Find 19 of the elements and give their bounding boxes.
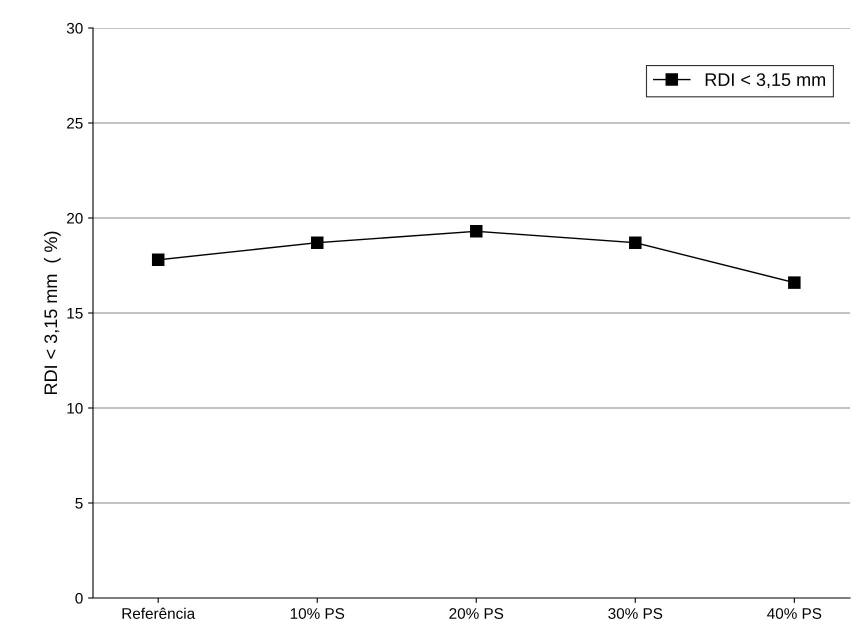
x-tick-label: 10% PS [290, 608, 344, 619]
y-tick-label: 15 [67, 308, 83, 319]
y-axis-title: RDI < 3,15 mm ( %) [44, 232, 61, 394]
y-tick-label: 10 [67, 402, 83, 414]
x-tick-label: 40% PS [767, 608, 822, 619]
y-tick-label: 30 [66, 22, 83, 34]
point [152, 254, 164, 266]
point [629, 236, 642, 249]
y-tick-label: 20 [67, 212, 83, 224]
legend-label: RDI < 3,15 mm [706, 73, 825, 88]
x-tick-label: Referência [122, 608, 196, 619]
point [470, 225, 483, 238]
x-tick-label: 20% PS [449, 608, 504, 619]
point [310, 236, 324, 249]
y-tick-label: 25 [67, 118, 83, 129]
x-tick-label: 30% PS [608, 608, 662, 619]
point [788, 276, 801, 289]
y-tick-label: 5 [75, 498, 83, 509]
y-tick-label: 0 [75, 592, 83, 604]
